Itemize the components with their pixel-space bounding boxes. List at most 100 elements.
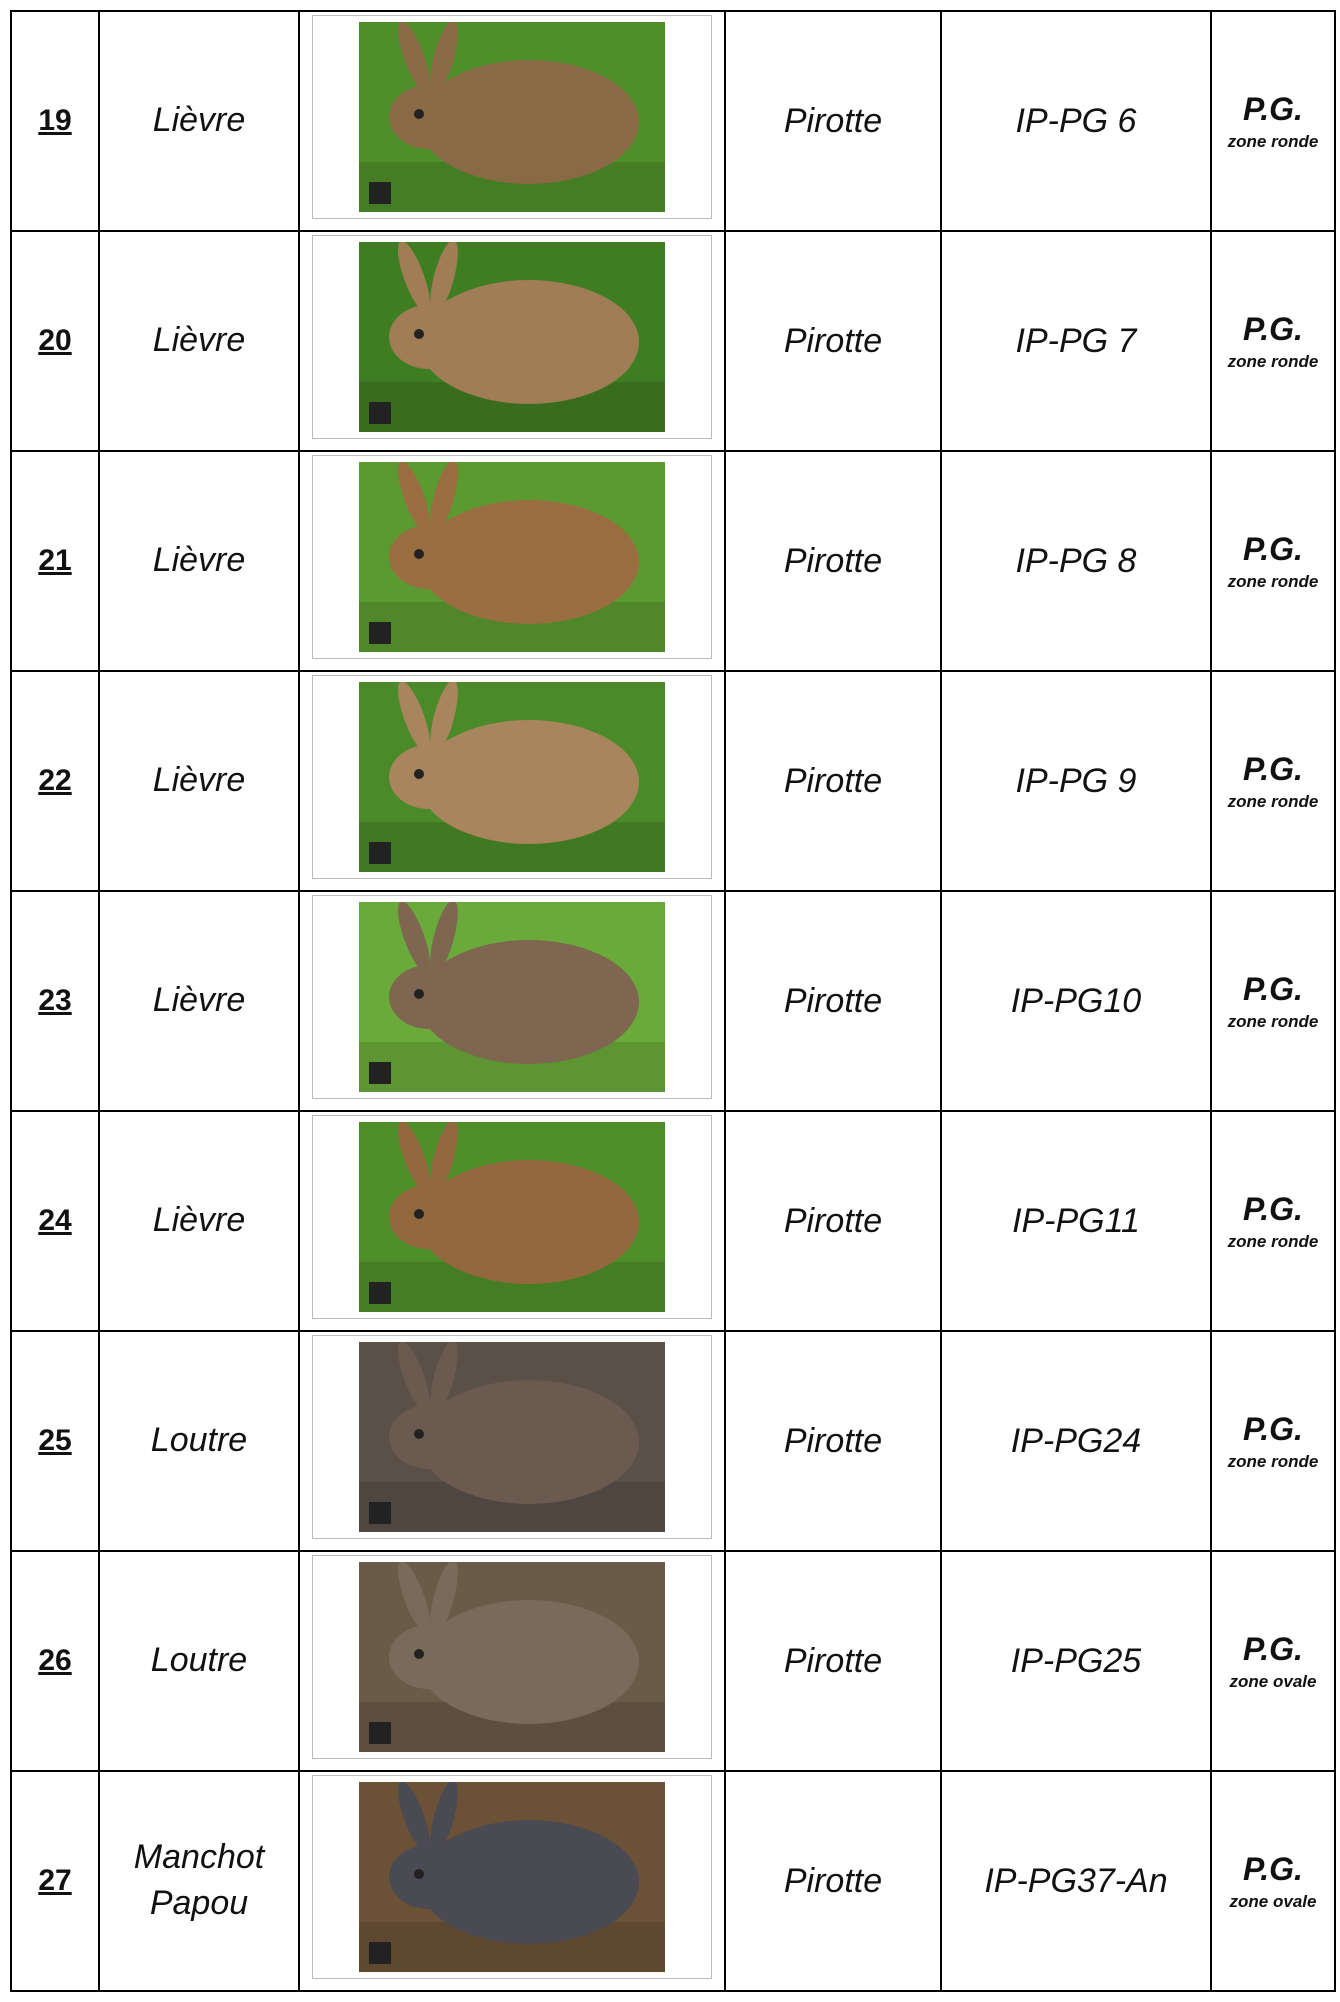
target-picture	[359, 1341, 665, 1532]
picture-frame	[312, 1114, 712, 1319]
animal-name: Lièvre	[98, 450, 300, 672]
table-row: 19 Lièvre Pirotte IP-PG 6 P.G. zone ronde	[10, 10, 1336, 232]
zone-cell: P.G. zone ronde	[1210, 10, 1336, 232]
picture-cell	[298, 1110, 726, 1332]
target-picture	[359, 1561, 665, 1752]
picture-frame	[312, 894, 712, 1099]
target-picture	[359, 1781, 665, 1972]
table-body: 19 Lièvre Pirotte IP-PG 6 P.G. zone ronde 20 Li…	[10, 10, 1336, 1992]
animal-name: Loutre	[98, 1550, 300, 1772]
picture-cell	[298, 450, 726, 672]
zone-code: P.G.	[1243, 1850, 1303, 1887]
table-row: 21 Lièvre Pirotte IP-PG 8 P.G. zone ronde	[10, 450, 1336, 672]
zone-cell: P.G. zone ovale	[1210, 1550, 1336, 1772]
animal-illustration	[359, 461, 665, 652]
zone-cell: P.G. zone ronde	[1210, 670, 1336, 892]
table-row: 22 Lièvre Pirotte IP-PG 9 P.G. zone ronde	[10, 670, 1336, 892]
animal-name: Lièvre	[98, 230, 300, 452]
zone-cell: P.G. zone ronde	[1210, 230, 1336, 452]
brand: Pirotte	[724, 1330, 942, 1552]
picture-frame	[312, 674, 712, 879]
zone-type: zone ronde	[1227, 1451, 1319, 1471]
picture-cell	[298, 670, 726, 892]
zone-type: zone ovale	[1229, 1891, 1317, 1911]
reference: IP-PG24	[940, 1330, 1212, 1552]
reference: IP-PG 7	[940, 230, 1212, 452]
table-row: 25 Loutre Pirotte IP-PG24 P.G. zone ronde	[10, 1330, 1336, 1552]
target-picture	[359, 681, 665, 872]
brand: Pirotte	[724, 890, 942, 1112]
zone-cell: P.G. zone ronde	[1210, 890, 1336, 1112]
picture-cell	[298, 890, 726, 1112]
reference: IP-PG 6	[940, 10, 1212, 232]
picture-frame	[312, 1554, 712, 1759]
table-row: 26 Loutre Pirotte IP-PG25 P.G. zone ovale	[10, 1550, 1336, 1772]
brand: Pirotte	[724, 1770, 942, 1992]
zone-cell: P.G. zone ovale	[1210, 1770, 1336, 1992]
animal-illustration	[359, 1781, 665, 1972]
zone-code: P.G.	[1243, 750, 1303, 787]
reference: IP-PG 9	[940, 670, 1212, 892]
reference: IP-PG11	[940, 1110, 1212, 1332]
picture-frame	[312, 234, 712, 439]
zone-code: P.G.	[1243, 970, 1303, 1007]
table-row: 23 Lièvre Pirotte IP-PG10 P.G. zone ronde	[10, 890, 1336, 1112]
brand: Pirotte	[724, 230, 942, 452]
animal-name: Manchot Papou	[98, 1770, 300, 1992]
picture-cell	[298, 1770, 726, 1992]
picture-frame	[312, 1774, 712, 1979]
animal-illustration	[359, 1341, 665, 1532]
zone-code: P.G.	[1243, 1410, 1303, 1447]
animal-name: Lièvre	[98, 890, 300, 1112]
animal-illustration	[359, 1561, 665, 1752]
zone-type: zone ronde	[1227, 1011, 1319, 1031]
zone-type: zone ronde	[1227, 351, 1319, 371]
target-picture	[359, 21, 665, 212]
item-number: 24	[10, 1110, 100, 1332]
zone-type: zone ronde	[1227, 571, 1319, 591]
item-number: 23	[10, 890, 100, 1112]
reference: IP-PG37-An	[940, 1770, 1212, 1992]
zone-type: zone ronde	[1227, 131, 1319, 151]
table-row: 20 Lièvre Pirotte IP-PG 7 P.G. zone ronde	[10, 230, 1336, 452]
zone-type: zone ronde	[1227, 1231, 1319, 1251]
zone-cell: P.G. zone ronde	[1210, 450, 1336, 672]
animal-illustration	[359, 241, 665, 432]
target-picture	[359, 1121, 665, 1312]
zone-type: zone ronde	[1227, 791, 1319, 811]
item-number: 27	[10, 1770, 100, 1992]
brand: Pirotte	[724, 1550, 942, 1772]
animal-illustration	[359, 21, 665, 212]
reference: IP-PG 8	[940, 450, 1212, 672]
item-number: 26	[10, 1550, 100, 1772]
picture-frame	[312, 1334, 712, 1539]
item-number: 25	[10, 1330, 100, 1552]
picture-cell	[298, 1550, 726, 1772]
item-number: 20	[10, 230, 100, 452]
target-table: 19 Lièvre Pirotte IP-PG 6 P.G. zone ronde 20 Li…	[10, 10, 1336, 1992]
zone-code: P.G.	[1243, 530, 1303, 567]
animal-name: Lièvre	[98, 1110, 300, 1332]
zone-code: P.G.	[1243, 310, 1303, 347]
animal-name: Lièvre	[98, 670, 300, 892]
target-picture	[359, 901, 665, 1092]
table-row: 27 Manchot Papou Pirotte IP-PG37-An P.G. zone…	[10, 1770, 1336, 1992]
zone-code: P.G.	[1243, 1190, 1303, 1227]
item-number: 22	[10, 670, 100, 892]
brand: Pirotte	[724, 670, 942, 892]
item-number: 21	[10, 450, 100, 672]
picture-frame	[312, 454, 712, 659]
brand: Pirotte	[724, 450, 942, 672]
item-number: 19	[10, 10, 100, 232]
table-row: 24 Lièvre Pirotte IP-PG11 P.G. zone ronde	[10, 1110, 1336, 1332]
picture-frame	[312, 14, 712, 219]
zone-type: zone ovale	[1229, 1671, 1317, 1691]
brand: Pirotte	[724, 10, 942, 232]
target-picture	[359, 461, 665, 652]
animal-illustration	[359, 681, 665, 872]
zone-code: P.G.	[1243, 1630, 1303, 1667]
animal-illustration	[359, 1121, 665, 1312]
animal-illustration	[359, 901, 665, 1092]
zone-code: P.G.	[1243, 90, 1303, 127]
